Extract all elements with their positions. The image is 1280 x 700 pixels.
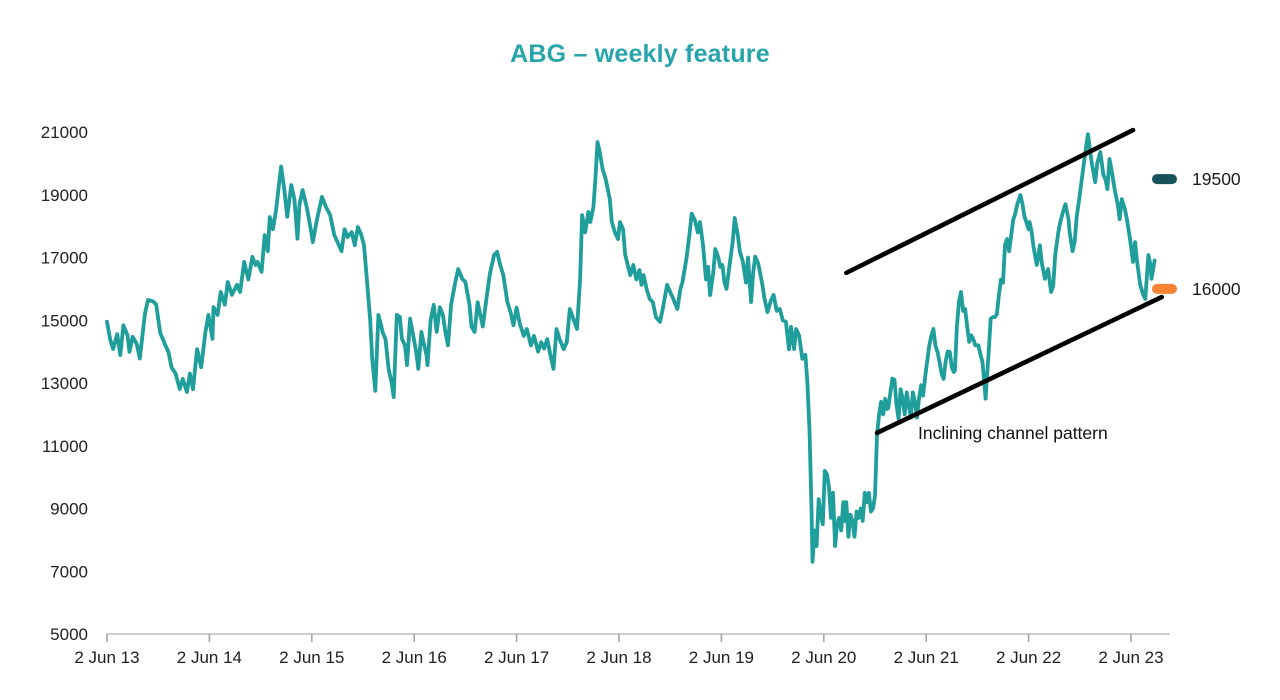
y-tick-label: 11000	[42, 437, 88, 456]
chart-title: ABG – weekly feature	[510, 40, 770, 68]
x-tick-label: 2 Jun 14	[177, 648, 242, 667]
x-tick-label: 2 Jun 15	[279, 648, 344, 667]
y-tick-label: 19000	[41, 186, 88, 205]
x-tick-label: 2 Jun 17	[484, 648, 549, 667]
x-tick-label: 2 Jun 23	[1098, 648, 1163, 667]
x-tick-label: 2 Jun 20	[791, 648, 856, 667]
level-marker-19500	[1152, 174, 1177, 185]
x-tick-label: 2 Jun 13	[74, 648, 139, 667]
y-tick-label: 7000	[50, 562, 88, 581]
y-tick-label: 13000	[41, 374, 88, 393]
y-tick-label: 15000	[41, 311, 88, 330]
x-tick-label: 2 Jun 18	[586, 648, 651, 667]
level-marker-16000	[1152, 283, 1177, 294]
y-tick-label: 21000	[41, 123, 88, 142]
y-tick-label: 9000	[50, 500, 88, 519]
level-label-16000: 16000	[1192, 278, 1241, 299]
y-tick-label: 5000	[50, 625, 88, 644]
x-tick-label: 2 Jun 16	[382, 648, 447, 667]
channel-annotation: Inclining channel pattern	[918, 423, 1108, 443]
channel-upper-line	[844, 127, 1136, 276]
x-tick-label: 2 Jun 19	[689, 648, 754, 667]
channel-lower-line	[874, 294, 1165, 436]
x-tick-label: 2 Jun 21	[894, 648, 959, 667]
y-tick-label: 17000	[41, 249, 88, 268]
x-tick-label: 2 Jun 22	[996, 648, 1061, 667]
price-line-path	[105, 132, 1157, 564]
level-label-19500: 19500	[1192, 169, 1241, 190]
